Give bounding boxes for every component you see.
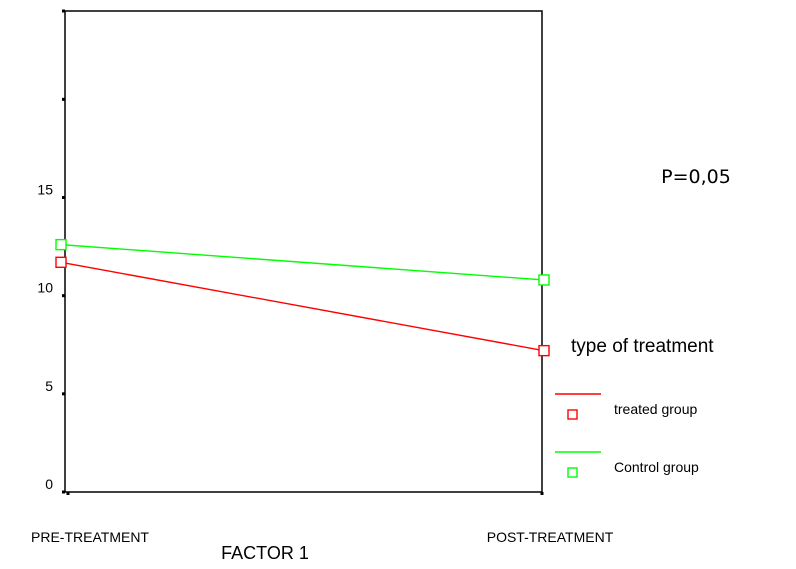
y-tick-mark bbox=[62, 196, 65, 200]
x-axis-title: FACTOR 1 bbox=[221, 543, 309, 563]
y-tick-label: 15 bbox=[37, 182, 53, 198]
legend-marker-swatch bbox=[567, 409, 578, 420]
plot-frame bbox=[64, 10, 543, 493]
x-tick-mark bbox=[540, 492, 544, 495]
y-tick-mark bbox=[62, 490, 65, 494]
p-value-annotation: P=0,05 bbox=[661, 166, 731, 188]
legend-label: treated group bbox=[614, 401, 697, 417]
x-tick-mark bbox=[66, 492, 70, 495]
x-tick-label: POST-TREATMENT bbox=[487, 529, 614, 545]
legend-label: Control group bbox=[614, 459, 699, 475]
y-tick-mark bbox=[62, 294, 65, 298]
y-tick-mark bbox=[62, 9, 65, 13]
y-tick-mark bbox=[62, 97, 65, 101]
y-tick-mark bbox=[62, 392, 65, 396]
series-line bbox=[60, 261, 545, 352]
legend-marker-swatch bbox=[567, 467, 578, 478]
y-tick-label: 10 bbox=[37, 280, 53, 296]
legend: type of treatment treated group Control g… bbox=[555, 336, 714, 478]
series-point bbox=[55, 256, 67, 268]
y-tick-label: 0 bbox=[45, 476, 53, 492]
series-point bbox=[55, 238, 67, 251]
y-tick-label: 5 bbox=[45, 378, 53, 394]
series-layer bbox=[55, 238, 550, 357]
series-line bbox=[60, 243, 545, 281]
series-point bbox=[538, 344, 550, 357]
legend-title: type of treatment bbox=[571, 336, 714, 357]
x-axis-ticks: PRE-TREATMENT POST-TREATMENT bbox=[31, 492, 614, 545]
y-axis-ticks: 0 5 10 15 bbox=[37, 9, 65, 494]
series-point bbox=[538, 274, 550, 286]
x-tick-label: PRE-TREATMENT bbox=[31, 529, 149, 545]
